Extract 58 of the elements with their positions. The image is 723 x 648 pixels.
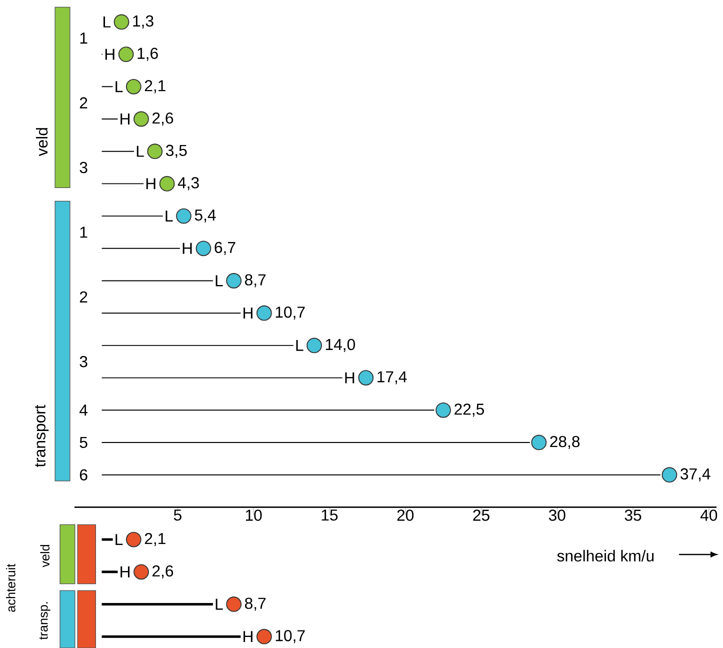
data-label: 2,6 xyxy=(152,112,174,126)
annotation: 1 xyxy=(80,226,88,238)
x-tick-label: 25 xyxy=(473,510,490,521)
annotation: 2 xyxy=(80,97,88,108)
text: veld xyxy=(40,544,50,568)
annotation: 6 xyxy=(80,469,88,480)
data-label: 10,7 xyxy=(276,306,305,320)
y-tick-label: H xyxy=(244,631,252,642)
annotation: 3 xyxy=(80,356,88,368)
data-label: 2,6 xyxy=(152,565,174,578)
y-tick-label: L xyxy=(104,16,111,28)
data-label: 1,6 xyxy=(138,48,158,61)
annotation: 5 xyxy=(80,436,88,448)
data-label: 4,3 xyxy=(178,177,199,190)
annotation: 1 xyxy=(80,32,88,44)
text: transp. xyxy=(39,602,50,640)
y-tick-label: L xyxy=(216,275,223,286)
y-tick-label: L xyxy=(296,340,304,351)
y-tick-label: H xyxy=(120,113,130,124)
text: veld xyxy=(36,128,48,156)
data-label: 10,7 xyxy=(276,630,305,644)
y-tick-label: L xyxy=(216,598,223,610)
y-tick-label: L xyxy=(166,210,173,222)
data-label: 2,1 xyxy=(144,80,166,94)
x-tick-label: 40 xyxy=(700,510,718,521)
annotation: 2 xyxy=(80,291,88,302)
y-tick-label: H xyxy=(105,48,114,60)
text: transport xyxy=(35,404,49,467)
data-label: 28,8 xyxy=(550,436,580,449)
data-label: 5,4 xyxy=(194,209,216,222)
x-tick-label: 10 xyxy=(246,510,262,521)
x-tick-label: 15 xyxy=(322,510,338,521)
y-tick-label: H xyxy=(244,308,252,318)
y-tick-label: L xyxy=(116,81,123,92)
y-tick-label: L xyxy=(136,146,144,157)
y-tick-label: H xyxy=(345,372,354,384)
x-tick-label: 20 xyxy=(397,510,414,521)
data-label: 8,7 xyxy=(244,598,266,611)
annotation: 4 xyxy=(80,404,88,416)
data-label: 17,4 xyxy=(378,371,407,384)
data-label: 2,1 xyxy=(144,532,166,546)
x-axis-title: snelheid km/u xyxy=(557,550,654,562)
data-label: 37,4 xyxy=(680,468,710,482)
x-tick-label: 35 xyxy=(624,510,642,521)
data-label: 1,3 xyxy=(133,15,154,28)
data-label: 22,5 xyxy=(454,403,484,417)
data-label: 14,0 xyxy=(326,338,355,352)
data-label: 3,5 xyxy=(166,144,187,158)
y-tick-label: H xyxy=(182,242,192,254)
data-label: 6,7 xyxy=(214,242,236,255)
data-label: 8,7 xyxy=(244,274,266,288)
annotation: 3 xyxy=(80,162,88,174)
y-tick-label: L xyxy=(116,534,123,545)
y-tick-label: H xyxy=(120,566,130,578)
y-tick-label: H xyxy=(146,178,156,190)
x-tick-label: 5 xyxy=(174,510,182,521)
text: achteruit xyxy=(6,564,16,612)
x-tick-label: 30 xyxy=(548,510,566,521)
